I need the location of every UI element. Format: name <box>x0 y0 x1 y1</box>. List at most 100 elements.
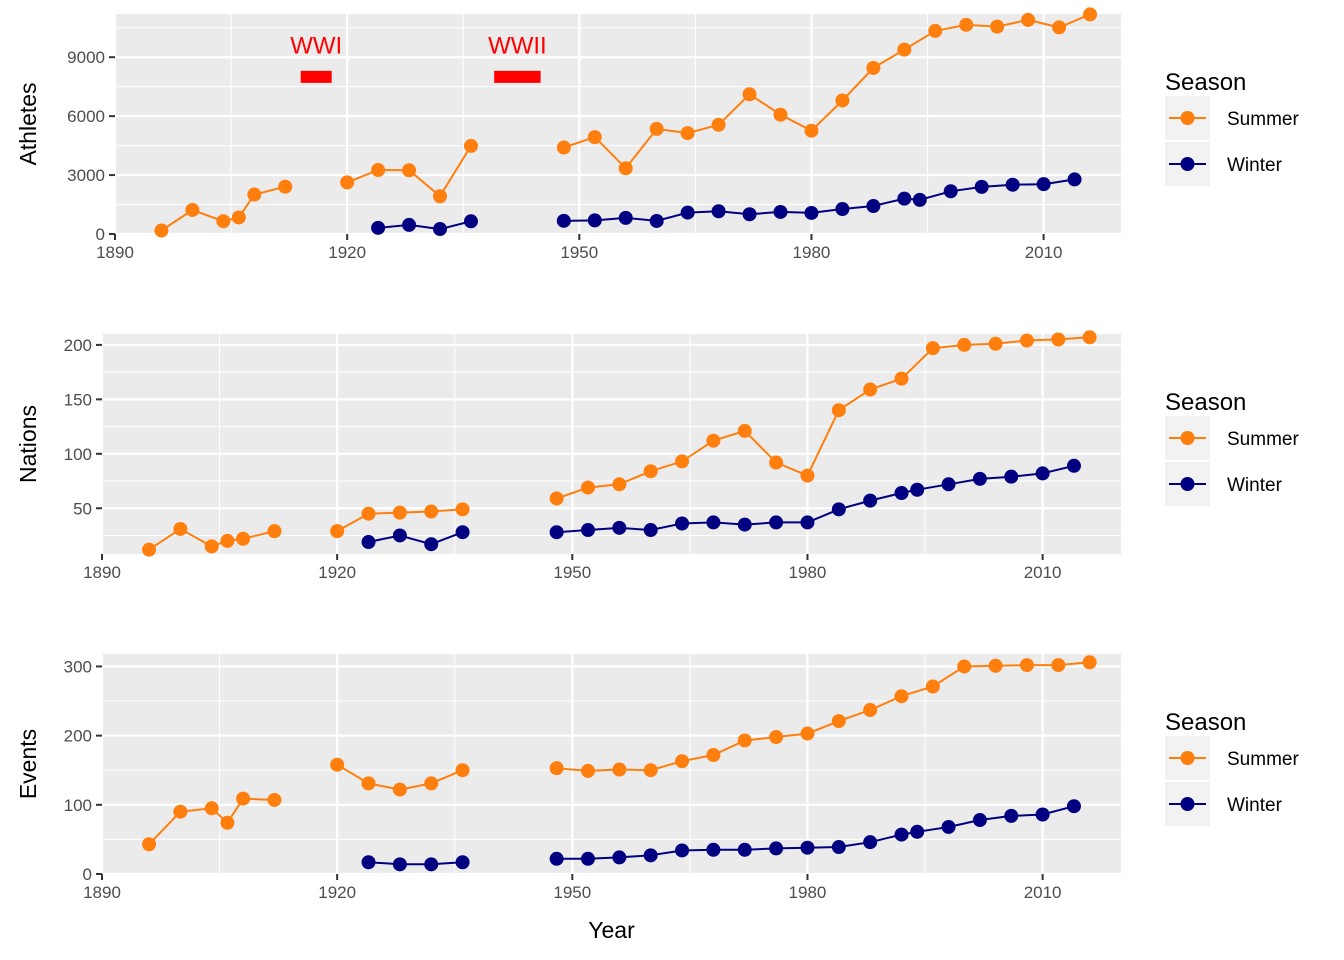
data-point <box>1036 177 1051 192</box>
data-point <box>894 827 909 842</box>
data-point <box>769 841 784 856</box>
y-tick-label: 0 <box>96 225 105 244</box>
data-point <box>618 161 633 176</box>
legend-key-point <box>1180 797 1195 811</box>
war-label: WWII <box>488 32 547 59</box>
data-point <box>742 87 757 102</box>
data-point <box>706 842 721 857</box>
panel-events: 1890 1920 1950 1980 2010 0 100 200 300 Events Year… <box>15 654 1299 943</box>
y-tick-label: 100 <box>64 445 92 464</box>
data-point <box>711 204 726 219</box>
data-point <box>580 523 595 538</box>
data-point <box>773 204 788 219</box>
data-point <box>549 761 564 776</box>
war-label: WWI <box>290 32 342 59</box>
data-point <box>1035 807 1050 822</box>
legend-item-label-winter: Winter <box>1227 155 1283 176</box>
data-point <box>974 179 989 194</box>
data-point <box>204 539 219 554</box>
data-point <box>910 482 925 497</box>
legend-title: Season <box>1165 69 1246 96</box>
x-tick-label: 1980 <box>789 883 827 902</box>
data-point <box>675 516 690 531</box>
data-point <box>580 480 595 495</box>
x-tick-label: 2010 <box>1024 883 1062 902</box>
legend-item-label-summer: Summer <box>1227 109 1299 130</box>
data-point <box>866 60 881 75</box>
data-point <box>267 792 282 807</box>
x-tick-label: 1980 <box>793 243 831 262</box>
data-point <box>831 403 846 418</box>
data-point <box>894 371 909 386</box>
data-point <box>455 855 470 870</box>
data-point <box>800 726 815 741</box>
data-point <box>928 23 943 38</box>
y-tick-label: 200 <box>64 727 92 746</box>
series-winter <box>361 458 1081 552</box>
y-tick-label: 6000 <box>67 107 105 126</box>
data-point <box>424 776 439 791</box>
data-point <box>649 213 664 228</box>
data-point <box>894 689 909 704</box>
data-point <box>424 857 439 872</box>
legend-title: Season <box>1165 389 1246 416</box>
data-point <box>835 202 850 217</box>
data-point <box>941 819 956 834</box>
data-point <box>1051 332 1066 347</box>
legend-key-point <box>1180 111 1195 125</box>
data-point <box>549 851 564 866</box>
war-period-bar <box>300 70 332 83</box>
series-line-segment <box>368 861 463 866</box>
data-point <box>1082 330 1097 345</box>
data-point <box>455 502 470 517</box>
data-point <box>897 42 912 57</box>
data-point <box>361 776 376 791</box>
data-point <box>831 714 846 729</box>
data-point <box>897 191 912 206</box>
legend-item-label-summer: Summer <box>1227 429 1299 450</box>
data-point <box>402 163 417 178</box>
plot-background <box>115 14 1121 234</box>
data-point <box>1019 658 1034 673</box>
data-point <box>185 202 200 217</box>
data-point <box>236 531 251 546</box>
data-point <box>392 857 407 872</box>
data-point <box>220 533 235 548</box>
x-tick-label: 2010 <box>1024 563 1062 582</box>
plot-background <box>102 654 1121 874</box>
x-axis-title: Year <box>588 917 635 943</box>
data-point <box>941 477 956 492</box>
data-point <box>278 179 293 194</box>
series-summer <box>142 330 1097 557</box>
data-point <box>894 486 909 501</box>
data-point <box>424 504 439 519</box>
data-point <box>675 843 690 858</box>
x-tick-label: 1920 <box>318 563 356 582</box>
data-point <box>957 337 972 352</box>
x-tick-label: 1890 <box>83 883 121 902</box>
data-point <box>742 207 757 222</box>
data-point <box>675 454 690 469</box>
x-tick-label: 1950 <box>560 243 598 262</box>
legend-key-point <box>1180 751 1195 765</box>
x-tick-label: 1980 <box>789 563 827 582</box>
data-point <box>463 214 478 229</box>
data-point <box>1051 658 1066 673</box>
data-point <box>988 336 1003 351</box>
data-point <box>769 455 784 470</box>
data-point <box>675 754 690 769</box>
data-point <box>1083 7 1098 22</box>
data-point <box>1021 12 1036 27</box>
data-point <box>204 801 219 816</box>
data-point <box>706 748 721 763</box>
data-point <box>392 528 407 543</box>
data-point <box>863 382 878 397</box>
series-summer <box>154 7 1098 238</box>
legend-key-point <box>1180 157 1195 171</box>
legend: Season Summer Winter <box>1165 69 1299 186</box>
y-tick-label: 0 <box>83 865 92 884</box>
data-point <box>706 433 721 448</box>
data-point <box>392 505 407 520</box>
series-line-segment <box>368 531 463 546</box>
data-point <box>737 517 752 532</box>
